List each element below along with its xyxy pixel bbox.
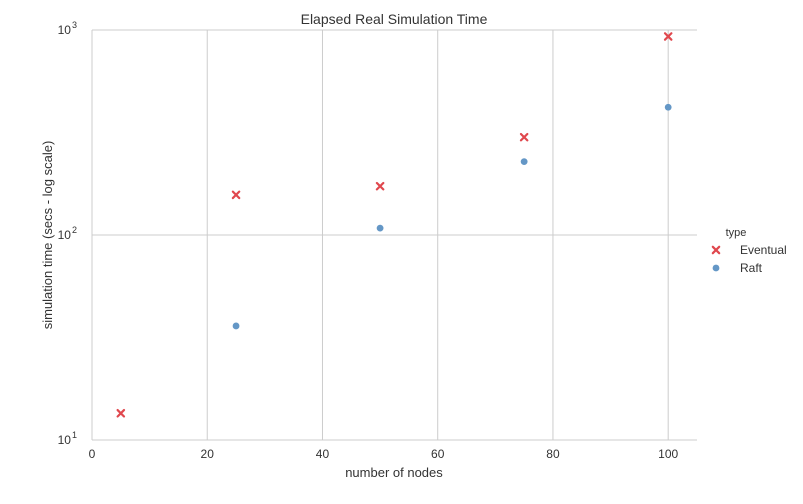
raft-data-point xyxy=(232,322,240,330)
x-tick-label: 0 xyxy=(89,447,96,461)
axes-spines xyxy=(91,30,697,441)
chart-title: Elapsed Real Simulation Time xyxy=(301,11,488,27)
raft-data-point xyxy=(664,103,672,111)
y-axis-title: simulation time (secs - log scale) xyxy=(40,141,55,330)
grid xyxy=(92,29,697,441)
eventual-data-point xyxy=(231,190,241,200)
y-tick-label: 103 xyxy=(58,20,77,37)
legend-item-eventual: Eventual xyxy=(711,243,787,257)
legend-label-eventual: Eventual xyxy=(740,243,787,257)
x-tick-label: 80 xyxy=(546,447,560,461)
x-tick-label: 20 xyxy=(201,447,215,461)
x-axis-title: number of nodes xyxy=(345,465,443,480)
raft-data-point xyxy=(376,224,384,232)
x-tick-label: 100 xyxy=(658,447,678,461)
legend-title: type xyxy=(726,227,747,239)
legend-item-raft: Raft xyxy=(712,261,763,275)
x-tick-label: 40 xyxy=(316,447,330,461)
legend-items: Eventual Raft xyxy=(711,243,787,275)
eventual-data-point xyxy=(375,181,385,191)
raft-data-point xyxy=(520,158,528,166)
y-tick-label: 101 xyxy=(58,430,77,447)
legend-label-raft: Raft xyxy=(740,261,763,275)
data-points xyxy=(116,32,673,418)
tick-labels: 0 20 40 60 80 100 101 102 103 xyxy=(58,20,679,461)
eventual-data-point xyxy=(116,408,126,418)
legend: type Eventual Raft xyxy=(711,227,787,275)
x-tick-label: 60 xyxy=(431,447,445,461)
legend-marker-eventual xyxy=(711,245,721,255)
eventual-data-point xyxy=(519,132,529,142)
eventual-data-point xyxy=(663,32,673,41)
y-tick-label: 102 xyxy=(58,225,77,242)
legend-marker-raft xyxy=(712,264,720,272)
